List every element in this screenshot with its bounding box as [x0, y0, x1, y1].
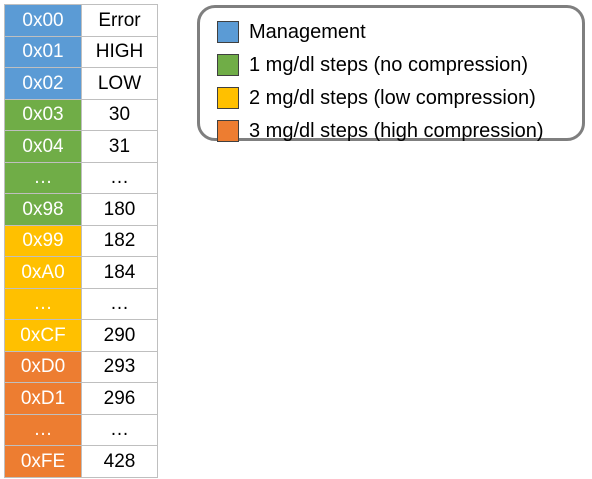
value-cell: …: [81, 287, 158, 320]
value-cell: …: [81, 413, 158, 446]
value-cell: 296: [81, 382, 158, 415]
code-cell: …: [4, 161, 82, 194]
value-cell: 182: [81, 224, 158, 257]
code-cell: 0x00: [4, 4, 82, 37]
table-row: 0xFE 428: [4, 445, 158, 478]
code-cell: 0xFE: [4, 445, 82, 478]
code-cell: 0x01: [4, 35, 82, 68]
code-cell: 0x98: [4, 193, 82, 226]
value-cell: 293: [81, 350, 158, 383]
table-row: 0x00 Error: [4, 4, 158, 37]
value-cell: 31: [81, 130, 158, 163]
legend-item-2mg-steps: 2 mg/dl steps (low compression): [217, 85, 536, 111]
table-row: 0x98 180: [4, 193, 158, 226]
table-row: 0xD0 293: [4, 350, 158, 383]
value-cell: 184: [81, 256, 158, 289]
code-cell: 0x99: [4, 224, 82, 257]
value-cell: 290: [81, 319, 158, 352]
legend-item-management: Management: [217, 19, 366, 45]
code-cell: 0x04: [4, 130, 82, 163]
code-cell: 0xCF: [4, 319, 82, 352]
code-cell: 0xA0: [4, 256, 82, 289]
table-row: 0xA0 184: [4, 256, 158, 289]
table-row: 0x02 LOW: [4, 67, 158, 100]
code-value-table: 0x00 Error 0x01 HIGH 0x02 LOW 0x03 30 0x04 31…… 0x…: [4, 4, 158, 478]
code-cell: …: [4, 287, 82, 320]
code-cell: 0xD1: [4, 382, 82, 415]
legend: Management 1 mg/dl steps (no compression…: [197, 5, 585, 144]
table-row: ……: [4, 161, 158, 194]
value-cell: LOW: [81, 67, 158, 100]
value-cell: …: [81, 161, 158, 194]
legend-label-management: Management: [249, 20, 366, 43]
table-row: 0x03 30: [4, 98, 158, 131]
code-cell: 0x03: [4, 98, 82, 131]
value-cell: 30: [81, 98, 158, 131]
table-row: ……: [4, 413, 158, 446]
table-row: 0x04 31: [4, 130, 158, 163]
table-row: 0xD1 296: [4, 382, 158, 415]
legend-swatch-2mg-steps: [217, 87, 239, 109]
legend-swatch-3mg-steps: [217, 120, 239, 142]
table-row: 0x99 182: [4, 224, 158, 257]
code-value-table-body: 0x00 Error 0x01 HIGH 0x02 LOW 0x03 30 0x04 31…… 0x…: [4, 4, 158, 478]
value-cell: 428: [81, 445, 158, 478]
table-row: 0x01 HIGH: [4, 35, 158, 68]
value-cell: HIGH: [81, 35, 158, 68]
code-cell: 0xD0: [4, 350, 82, 383]
legend-label-3mg-steps: 3 mg/dl steps (high compression): [249, 119, 544, 142]
legend-swatch-management: [217, 21, 239, 43]
legend-item-1mg-steps: 1 mg/dl steps (no compression): [217, 52, 528, 78]
value-cell: 180: [81, 193, 158, 226]
legend-swatch-1mg-steps: [217, 54, 239, 76]
table-row: 0xCF 290: [4, 319, 158, 352]
legend-label-2mg-steps: 2 mg/dl steps (low compression): [249, 86, 536, 109]
legend-item-3mg-steps: 3 mg/dl steps (high compression): [217, 118, 544, 144]
table-row: ……: [4, 287, 158, 320]
value-cell: Error: [81, 4, 158, 37]
code-cell: …: [4, 413, 82, 446]
code-cell: 0x02: [4, 67, 82, 100]
legend-label-1mg-steps: 1 mg/dl steps (no compression): [249, 53, 529, 76]
